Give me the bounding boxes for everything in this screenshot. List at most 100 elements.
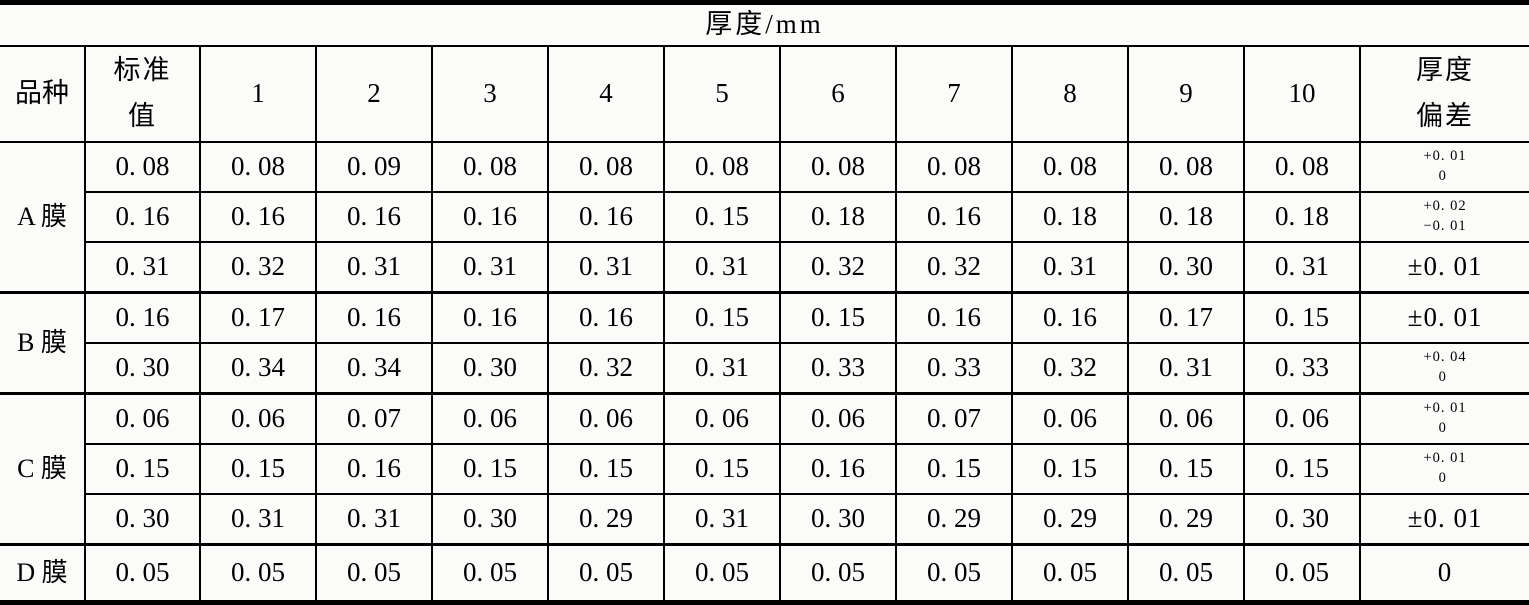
measurement-cell-2: 0. 16 (315, 291, 433, 344)
variety-cell: D 膜 (0, 543, 86, 604)
tolerance-line: 0 (1438, 369, 1447, 385)
measurement-cell-9: 0. 30 (1127, 241, 1245, 294)
col-header-sample-10: 10 (1243, 45, 1361, 143)
measurement-cell-7: 0. 05 (895, 543, 1013, 604)
col-header-thickness-deviation: 厚度 偏差 (1358, 45, 1529, 143)
table-row: C 膜 0. 06 0. 06 0. 07 0. 06 0. 06 0. 06 0. 06 0.… (0, 392, 1529, 546)
measurement-cell-3: 0. 30 (431, 342, 549, 395)
measurement-cell-1: 0. 15 (199, 443, 317, 495)
measurement-cell-6: 0. 16 (779, 443, 897, 495)
header-line: 偏差 (1416, 101, 1475, 131)
tolerance-stack: +0. 02 −0. 01 (1423, 197, 1466, 236)
deviation-cell: 0 (1358, 543, 1529, 604)
measurement-cell-5: 0. 15 (663, 191, 781, 243)
measurement-cell-5: 0. 06 (663, 392, 781, 445)
header-line: 厚度 (1416, 55, 1475, 86)
measurement-cell-6: 0. 30 (779, 493, 897, 546)
measurement-cell-2: 0. 31 (315, 493, 433, 546)
variety-cell: B 膜 (0, 291, 86, 395)
col-header-variety: 品种 (0, 45, 86, 143)
measurement-cell-2: 0. 16 (315, 443, 433, 495)
measurement-cell-7: 0. 32 (895, 241, 1013, 294)
table-row: B 膜 0. 16 0. 17 0. 16 0. 16 0. 16 0. 15 0. 15 0.… (0, 291, 1529, 395)
table-row: 0. 30 0. 34 0. 34 0. 30 0. 32 0. 31 0. 33 0. 33… (0, 342, 1529, 395)
measurement-cell-8: 0. 18 (1011, 191, 1129, 243)
measurement-cell-5: 0. 15 (663, 443, 781, 495)
table-row: 0. 16 0. 16 0. 16 0. 16 0. 16 0. 15 0. 18 0. 16… (0, 191, 1529, 243)
measurement-cell-3: 0. 16 (431, 191, 549, 243)
measurement-cell-3: 0. 05 (431, 543, 549, 604)
measurement-cell-9: 0. 15 (1127, 443, 1245, 495)
variety-cell: C 膜 (0, 392, 86, 546)
measurement-cell-6: 0. 08 (779, 141, 897, 193)
tolerance-stack: +0. 01 0 (1423, 399, 1466, 438)
measurement-cell-10: 0. 33 (1243, 342, 1361, 395)
measurement-cell-6: 0. 32 (779, 241, 897, 294)
measurement-cell-1: 0. 17 (199, 291, 317, 344)
col-header-sample-1: 1 (199, 45, 317, 143)
tolerance-line: +0. 01 (1423, 148, 1467, 165)
deviation-cell: +0. 01 0 (1358, 392, 1529, 445)
measurement-cell-4: 0. 16 (547, 291, 665, 344)
measurement-cell-3: 0. 15 (431, 443, 549, 495)
measurement-cell-1: 0. 06 (199, 392, 317, 445)
tolerance-line: +0. 01 (1423, 400, 1467, 417)
measurement-cell-6: 0. 06 (779, 392, 897, 445)
measurement-cell-4: 0. 08 (547, 141, 665, 193)
deviation-cell: +0. 02 −0. 01 (1358, 191, 1529, 243)
measurement-cell-10: 0. 18 (1243, 191, 1361, 243)
variety-cell: A 膜 (0, 141, 86, 294)
measurement-cell-7: 0. 15 (895, 443, 1013, 495)
measurement-cell-2: 0. 05 (315, 543, 433, 604)
measurement-cell-2: 0. 16 (315, 191, 433, 243)
col-header-sample-4: 4 (547, 45, 665, 143)
standard-value-cell: 0. 30 (84, 342, 201, 395)
measurement-cell-3: 0. 06 (431, 392, 549, 445)
measurement-cell-4: 0. 29 (547, 493, 665, 546)
measurement-cell-10: 0. 15 (1243, 443, 1361, 495)
measurement-cell-4: 0. 32 (547, 342, 665, 395)
col-header-standard-value: 标准 值 (84, 45, 201, 143)
measurement-cell-3: 0. 31 (431, 241, 549, 294)
measurement-cell-7: 0. 08 (895, 141, 1013, 193)
measurement-cell-5: 0. 31 (663, 493, 781, 546)
measurement-cell-10: 0. 06 (1243, 392, 1361, 445)
measurement-cell-9: 0. 29 (1127, 493, 1245, 546)
measurement-cell-5: 0. 05 (663, 543, 781, 604)
title-row: 厚度/mm (0, 2, 1529, 47)
measurement-cell-9: 0. 18 (1127, 191, 1245, 243)
measurement-cell-2: 0. 31 (315, 241, 433, 294)
col-header-sample-5: 5 (663, 45, 781, 143)
measurement-cell-3: 0. 30 (431, 493, 549, 546)
deviation-cell: ±0. 01 (1358, 241, 1529, 294)
measurement-cell-10: 0. 08 (1243, 141, 1361, 193)
measurement-cell-4: 0. 16 (547, 191, 665, 243)
measurement-cell-5: 0. 31 (663, 241, 781, 294)
measurement-cell-7: 0. 16 (895, 291, 1013, 344)
measurement-cell-1: 0. 05 (199, 543, 317, 604)
measurement-cell-9: 0. 05 (1127, 543, 1245, 604)
measurement-cell-1: 0. 31 (199, 493, 317, 546)
col-header-sample-7: 7 (895, 45, 1013, 143)
measurement-cell-4: 0. 31 (547, 241, 665, 294)
measurement-cell-10: 0. 30 (1243, 493, 1361, 546)
tolerance-line: 0 (1438, 168, 1447, 184)
deviation-cell: +0. 01 0 (1358, 141, 1529, 193)
measurement-cell-10: 0. 31 (1243, 241, 1361, 294)
measurement-cell-5: 0. 08 (663, 141, 781, 193)
deviation-cell: +0. 04 0 (1358, 342, 1529, 395)
tolerance-stack: +0. 01 0 (1423, 449, 1466, 488)
table-title: 厚度/mm (0, 2, 1529, 47)
measurement-cell-7: 0. 33 (895, 342, 1013, 395)
standard-value-cell: 0. 30 (84, 493, 201, 546)
header-line: 标准 (113, 55, 172, 86)
table-row: 0. 31 0. 32 0. 31 0. 31 0. 31 0. 31 0. 32 0. 32… (0, 241, 1529, 294)
col-header-sample-3: 3 (431, 45, 549, 143)
tolerance-line: +0. 01 (1423, 450, 1467, 467)
measurement-cell-9: 0. 31 (1127, 342, 1245, 395)
standard-value-cell: 0. 16 (84, 291, 201, 344)
tolerance-line: −0. 01 (1423, 218, 1467, 234)
tolerance-stack: +0. 01 0 (1423, 147, 1466, 186)
